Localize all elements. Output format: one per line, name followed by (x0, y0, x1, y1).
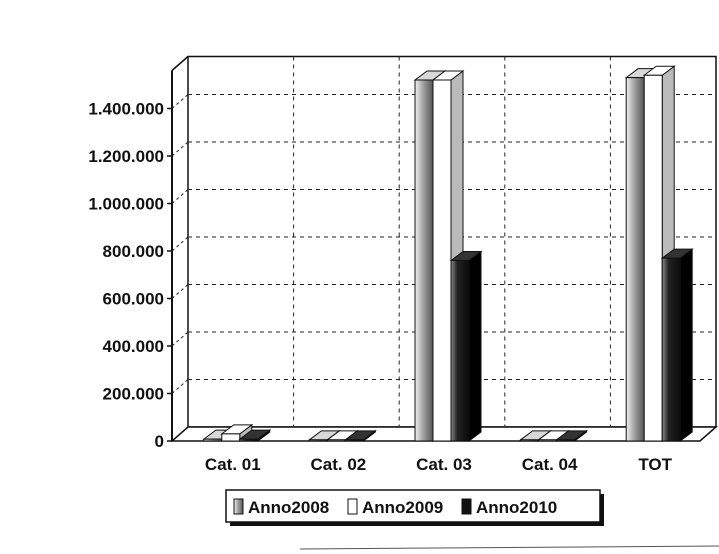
gridline-side (171, 141, 189, 157)
gridline-side (171, 94, 189, 109)
bar-anno2010-cat-02 (343, 429, 377, 442)
legend-swatch-anno2009 (347, 498, 358, 515)
bar-anno2010-cat-01 (238, 429, 272, 442)
bar-anno2010-cat-03 (449, 250, 483, 442)
gridline-side (171, 379, 189, 394)
legend-swatch-anno2008 (233, 498, 244, 515)
gridline-side (171, 331, 189, 347)
y-tick-label: 0 (155, 432, 164, 451)
y-tick-label: 1.400.000 (88, 100, 164, 119)
x-tick-label: Cat. 01 (205, 455, 261, 474)
y-tick-label: 400.000 (103, 337, 164, 356)
x-tick-label: Cat. 02 (311, 455, 367, 474)
legend-swatch-anno2010 (461, 498, 472, 515)
y-tick-label: 200.000 (103, 385, 164, 404)
legend-label-anno2010: Anno2010 (476, 498, 557, 517)
x-tick-label: TOT (638, 455, 672, 474)
x-tick-label: Cat. 03 (416, 455, 472, 474)
gridline-side (171, 236, 189, 252)
x-tick-label: Cat. 04 (522, 455, 578, 474)
page-rule (299, 545, 719, 550)
bar-anno2010-cat-04 (555, 429, 589, 442)
legend-box (225, 489, 601, 523)
legend-label-anno2009: Anno2009 (362, 498, 443, 517)
gridline-side (171, 189, 189, 204)
y-tick-label: 600.000 (103, 290, 164, 309)
y-axis-top-edge (171, 55, 189, 72)
bar-anno2010-tot (660, 248, 694, 442)
legend-label-anno2008: Anno2008 (248, 498, 329, 517)
y-tick-label: 800.000 (103, 242, 164, 261)
y-tick-label: 1.200.000 (88, 147, 164, 166)
gridline-side (171, 284, 189, 299)
y-tick-label: 1.000.000 (88, 195, 164, 214)
